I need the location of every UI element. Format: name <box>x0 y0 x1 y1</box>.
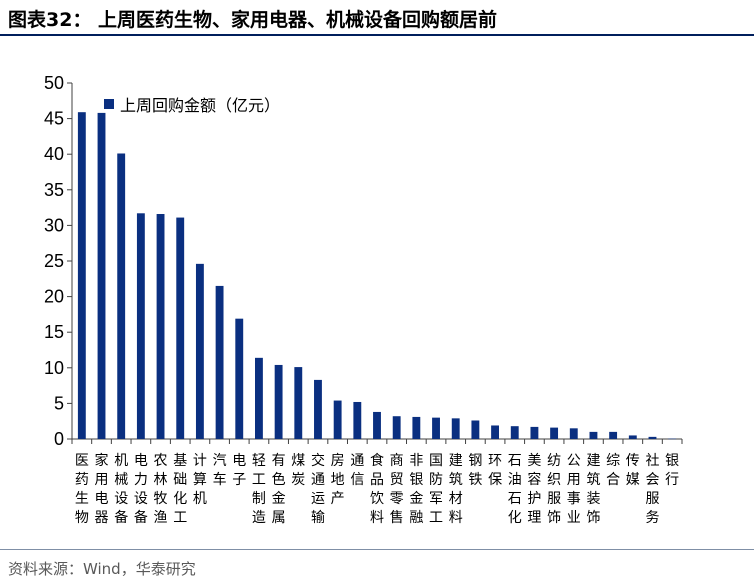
x-tick-label: 煤炭 <box>291 453 305 488</box>
footer-rule <box>0 549 754 550</box>
chart-area: 0 5 10 15 20 25 30 35 40 45 50 医药生物 家用电器 机械设备 电力设备 农林牧渔… <box>0 36 754 546</box>
y-tick-label: 30 <box>44 215 64 235</box>
x-tick-label: 农林牧渔 <box>154 453 168 526</box>
y-tick-label: 40 <box>44 144 64 164</box>
bar <box>274 364 283 439</box>
x-tick-label: 传媒 <box>626 453 640 488</box>
x-tick-label: 计算机 <box>193 453 207 507</box>
x-tick-label: 美容护理 <box>527 453 541 526</box>
y-tick-label: 50 <box>44 73 64 93</box>
bar <box>117 153 126 439</box>
x-tick-label: 钢铁 <box>468 453 482 488</box>
x-tick-label: 建筑装饰 <box>586 453 600 526</box>
y-tick-label: 0 <box>54 429 64 449</box>
bar <box>294 367 303 439</box>
bar <box>628 435 637 439</box>
x-tick-label: 建筑材料 <box>449 453 463 526</box>
bar <box>156 214 165 439</box>
y-tick-label: 20 <box>44 287 64 307</box>
bar <box>530 426 539 439</box>
bar <box>392 416 401 439</box>
x-tick-label: 电子 <box>232 453 246 488</box>
x-tick-label: 商贸零售 <box>390 453 404 526</box>
y-tick-label: 5 <box>54 393 64 413</box>
x-tick-label: 银行 <box>665 453 679 488</box>
bar <box>668 438 677 440</box>
bar <box>471 420 480 439</box>
bar <box>77 112 86 439</box>
source-note: 资料来源：Wind，华泰研究 <box>8 560 196 578</box>
y-tick-label: 35 <box>44 180 64 200</box>
x-tick-label: 交通运输 <box>311 452 325 526</box>
y-tick-label: 25 <box>44 251 64 271</box>
bar <box>255 357 263 439</box>
bar <box>550 427 559 439</box>
x-tick-label: 基础化工 <box>173 452 187 526</box>
bar <box>648 436 657 439</box>
bar <box>510 426 519 439</box>
bar <box>136 213 145 439</box>
bar <box>97 112 106 440</box>
bar <box>314 379 322 439</box>
figure-title: 图表32： 上周医药生物、家用电器、机械设备回购额居前 <box>8 9 498 31</box>
x-tick-label: 轻工制造 <box>252 453 266 526</box>
y-tick-label: 15 <box>44 322 64 342</box>
bar <box>412 416 421 439</box>
x-tick-label: 通信 <box>350 453 364 488</box>
x-tick-label: 非银金融 <box>409 453 423 526</box>
x-tick-label: 汽车 <box>213 453 227 488</box>
bar <box>195 263 204 439</box>
x-tick-label: 有色金属 <box>272 453 286 526</box>
bar <box>609 431 618 439</box>
x-tick-label: 公用事业 <box>567 453 581 526</box>
bar <box>569 428 578 439</box>
bar <box>333 400 342 439</box>
x-tick-label: 食品饮料 <box>370 452 384 526</box>
y-tick-label: 10 <box>44 358 64 378</box>
bar <box>451 418 460 439</box>
y-tick-label: 45 <box>44 109 64 129</box>
bar <box>215 285 224 439</box>
bar <box>373 411 381 439</box>
x-tick-label: 环保 <box>488 453 502 488</box>
bar <box>589 431 598 439</box>
bar <box>353 401 362 439</box>
x-tick-label: 综合 <box>606 453 620 488</box>
x-tick-label: 电力设备 <box>134 453 148 526</box>
bar <box>176 217 185 439</box>
x-tick-label: 房地产 <box>331 453 345 507</box>
header-rule <box>0 34 754 36</box>
x-tick-label: 医药生物 <box>75 453 89 526</box>
x-tick-label: 石油石化 <box>508 453 522 526</box>
x-tick-label: 社会服务 <box>645 453 659 526</box>
legend: 上周回购金额（亿元） <box>104 92 280 116</box>
legend-swatch <box>104 99 114 109</box>
x-tick-label: 家用电器 <box>95 452 109 526</box>
bar-chart: 0 5 10 15 20 25 30 35 40 45 50 医药生物家用电器机械设备电力设备农林牧渔… <box>44 73 683 526</box>
bar <box>491 425 499 439</box>
x-tick-label: 国防军工 <box>429 453 443 526</box>
legend-label: 上周回购金额（亿元） <box>120 96 281 115</box>
bar <box>235 318 244 439</box>
bar <box>432 417 440 439</box>
header: 图表32： 上周医药生物、家用电器、机械设备回购额居前 <box>0 0 754 36</box>
x-tick-label: 机械设备 <box>114 453 128 526</box>
x-tick-label: 纺织服饰 <box>547 453 561 526</box>
